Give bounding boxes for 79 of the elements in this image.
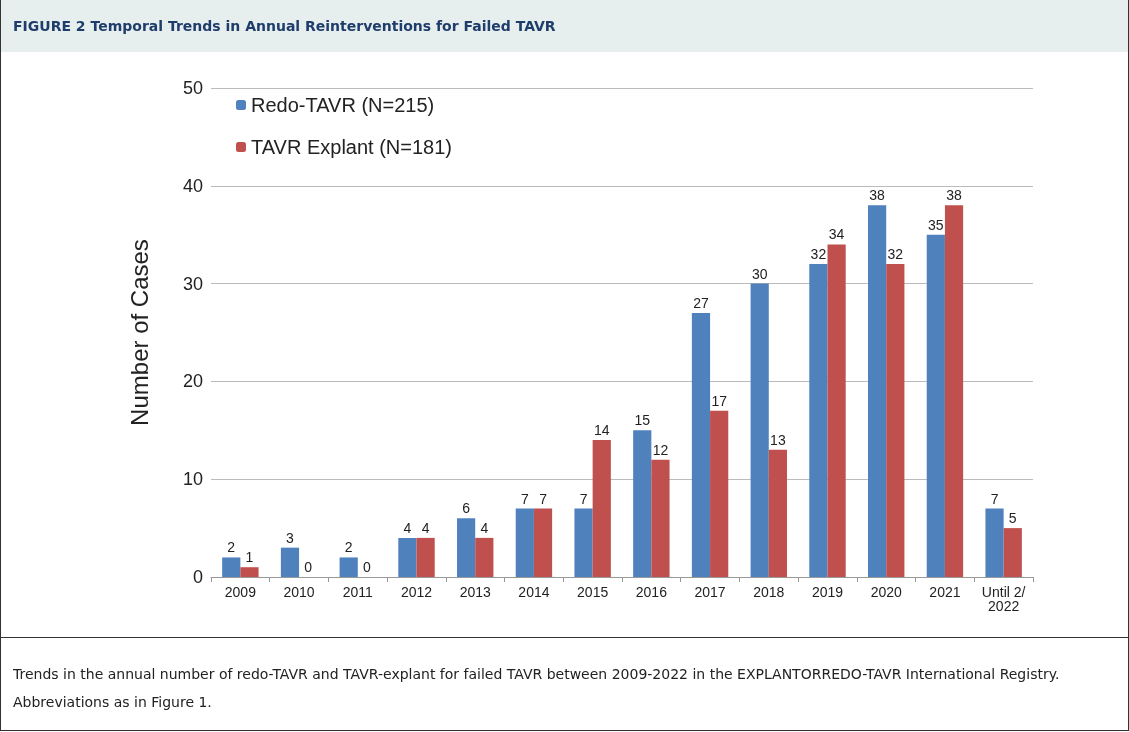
bar (515, 508, 534, 577)
data-label: 4 (403, 519, 412, 536)
x-tick-label: 2009 (224, 584, 257, 600)
data-label: 1 (245, 549, 254, 566)
data-label: 34 (828, 226, 845, 243)
legend-label: Redo-TAVR (N=215) (251, 94, 435, 116)
x-tick-label: 2011 (342, 584, 374, 600)
x-tick-label: 2020 (870, 584, 902, 600)
text: Trends in the annual number of redo-TAVR and TAVR-explant for failed TAVR between 2009-2022 in the EXPLANTORREDO-TAVR International Registry. Abbreviations as in Figure 1. (12, 665, 1061, 712)
x-tick-label: 2014 (518, 584, 550, 600)
bar (533, 508, 553, 577)
data-label: 14 (593, 422, 610, 439)
bar (633, 430, 652, 577)
bar (574, 508, 593, 577)
bar (985, 508, 1004, 577)
bar (926, 234, 945, 577)
bar (240, 567, 259, 577)
bar (222, 557, 241, 577)
bar (868, 205, 887, 577)
data-label: 35 (928, 216, 944, 233)
data-label: 32 (887, 246, 904, 263)
data-label: 15 (634, 412, 651, 429)
bar (827, 244, 846, 577)
bar (398, 537, 417, 577)
x-tick-label: 2019 (811, 584, 844, 600)
x-tick-label: 2010 (283, 584, 315, 600)
bar (691, 312, 711, 577)
data-label: 2 (227, 539, 236, 556)
y-tick-label: 10 (182, 469, 203, 490)
bar (457, 518, 476, 577)
bar (750, 283, 769, 577)
data-label: 7 (990, 490, 999, 507)
bar (809, 264, 828, 577)
data-label: 0 (304, 559, 313, 575)
data-label: 5 (1008, 510, 1017, 527)
bar (280, 547, 300, 577)
data-label: 4 (421, 519, 430, 536)
data-label: 38 (946, 187, 963, 204)
x-tick-label: 2018 (753, 584, 785, 600)
x-tick-label: 2016 (635, 584, 668, 600)
data-label: 38 (869, 187, 886, 204)
x-tick-label: 2017 (694, 584, 726, 600)
chart-title: FIGURE 2 Temporal Trends in Annual Reinterventions for Failed TAVR (1, 0, 1128, 52)
data-label: 0 (362, 559, 371, 575)
x-tick-label: 2013 (459, 584, 491, 600)
data-label: 3 (286, 529, 295, 546)
x-tick-label: 2012 (400, 584, 433, 600)
legend-label: TAVR Explant (N=181) (251, 136, 453, 158)
y-tick-label: 0 (192, 567, 203, 587)
data-label: 27 (693, 294, 709, 311)
bar (768, 449, 787, 577)
data-label: 7 (579, 490, 588, 507)
bar (339, 557, 358, 577)
bar (944, 205, 964, 577)
x-tick-label: 2015 (577, 584, 609, 600)
bar (475, 537, 494, 577)
data-label: 6 (462, 500, 471, 517)
data-label: 13 (770, 431, 786, 448)
data-label: 17 (711, 392, 728, 409)
data-label: 30 (751, 265, 768, 282)
data-label: 7 (520, 490, 529, 507)
bar (592, 440, 611, 577)
x-tick-label: Until 2/2022 (981, 584, 1026, 614)
y-tick-label: 30 (182, 273, 203, 294)
data-label: 12 (652, 441, 669, 458)
y-tick-label: 20 (182, 371, 203, 392)
data-label: 7 (539, 490, 548, 507)
data-label: 32 (810, 246, 827, 263)
x-tick-label: 2021 (929, 584, 961, 600)
bar (886, 264, 905, 577)
y-tick-label: 50 (182, 78, 203, 98)
y-tick-label: 40 (182, 175, 203, 196)
bar (1003, 528, 1022, 577)
data-label: 2 (344, 539, 353, 556)
data-label: 4 (480, 519, 489, 536)
bar (416, 537, 435, 577)
bar (651, 459, 670, 577)
bar (710, 410, 729, 577)
y-axis-title: Number of Cases (125, 239, 153, 426)
